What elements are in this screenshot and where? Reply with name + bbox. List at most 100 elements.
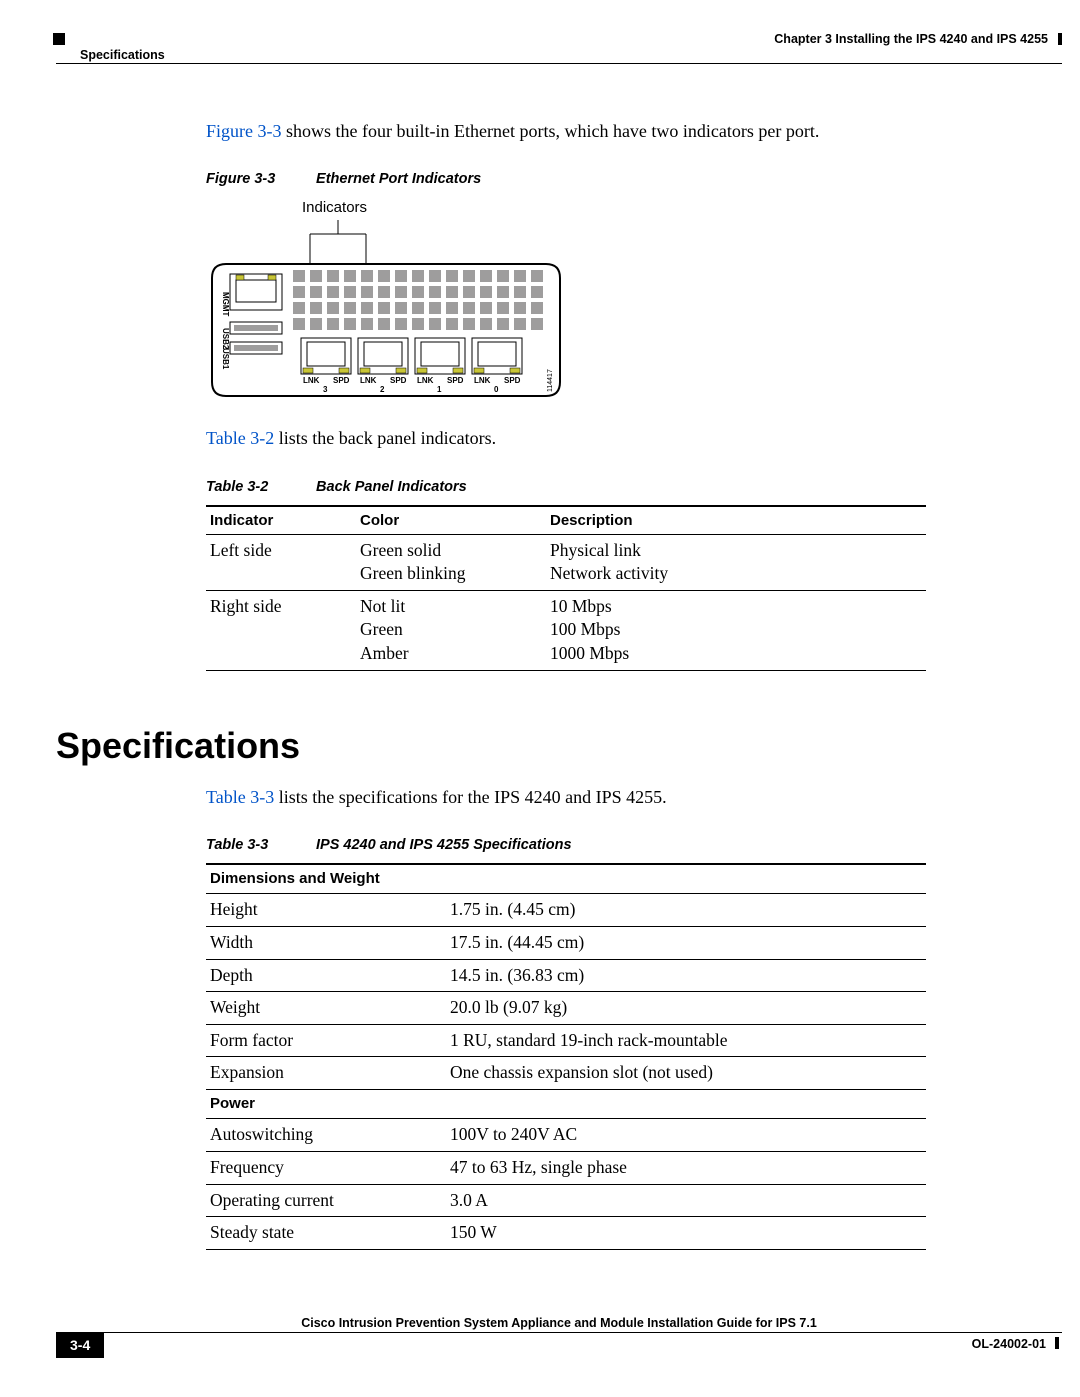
figure-3-3-intro-rest: shows the four built-in Ethernet ports, … <box>282 121 820 141</box>
footer-title: Cisco Intrusion Prevention System Applia… <box>56 1316 1062 1332</box>
svg-text:2: 2 <box>380 385 385 394</box>
table-cell: One chassis expansion slot (not used) <box>446 1057 926 1090</box>
svg-text:SPD: SPD <box>447 376 464 385</box>
content-area: Figure 3-3 shows the four built-in Ether… <box>206 119 926 1250</box>
table-3-3-num: Table 3-3 <box>206 837 312 853</box>
page-footer: Cisco Intrusion Prevention System Applia… <box>56 1316 1062 1360</box>
table-row: Autoswitching100V to 240V AC <box>206 1119 926 1152</box>
table-cell: Green solidGreen blinking <box>356 534 546 590</box>
table-cell: Expansion <box>206 1057 446 1090</box>
table-cell: 17.5 in. (44.45 cm) <box>446 926 926 959</box>
page: Specifications Chapter 3 Installing the … <box>56 34 1062 1250</box>
figure-3-3-title: Ethernet Port Indicators <box>316 171 481 187</box>
page-header: Specifications Chapter 3 Installing the … <box>56 34 1062 64</box>
table-3-3: Dimensions and WeightHeight1.75 in. (4.4… <box>206 863 926 1250</box>
table-header: Description <box>546 506 926 535</box>
table-cell: Steady state <box>206 1217 446 1250</box>
svg-text:USB2: USB2 <box>221 328 230 350</box>
table-section-header: Power <box>206 1090 446 1119</box>
svg-text:MGMT: MGMT <box>221 292 230 317</box>
table-section-header: Dimensions and Weight <box>206 865 446 894</box>
svg-text:SPD: SPD <box>333 376 350 385</box>
table-cell: 14.5 in. (36.83 cm) <box>446 959 926 992</box>
table-cell: Not litGreenAmber <box>356 590 546 670</box>
table-cell: Frequency <box>206 1151 446 1184</box>
header-marker-icon <box>53 33 65 45</box>
table-row: ExpansionOne chassis expansion slot (not… <box>206 1057 926 1090</box>
table-cell: 1.75 in. (4.45 cm) <box>446 894 926 927</box>
table-row: Form factor1 RU, standard 19-inch rack-m… <box>206 1024 926 1057</box>
table-cell: 1 RU, standard 19-inch rack-mountable <box>446 1024 926 1057</box>
table-cell: 3.0 A <box>446 1184 926 1217</box>
table-cell: Autoswitching <box>206 1119 446 1152</box>
svg-text:SPD: SPD <box>390 376 407 385</box>
table-cell: 47 to 63 Hz, single phase <box>446 1151 926 1184</box>
ethernet-ports-diagram: MGMT USB2 USB1 <box>206 220 566 400</box>
table-3-3-caption: Table 3-3 IPS 4240 and IPS 4255 Specific… <box>206 837 926 853</box>
table-header: Indicator <box>206 506 356 535</box>
header-section: Specifications <box>80 48 165 62</box>
table-cell: 20.0 lb (9.07 kg) <box>446 992 926 1025</box>
table-row: Steady state150 W <box>206 1217 926 1250</box>
table-section-row: Dimensions and Weight <box>206 865 926 894</box>
table-row: Left sideGreen solidGreen blinkingPhysic… <box>206 534 926 590</box>
table-cell: Width <box>206 926 446 959</box>
table-cell <box>446 1090 926 1119</box>
figure-3-3-intro: Figure 3-3 shows the four built-in Ether… <box>206 119 926 143</box>
svg-text:LNK: LNK <box>417 376 434 385</box>
table-row: Operating current3.0 A <box>206 1184 926 1217</box>
table-cell: Form factor <box>206 1024 446 1057</box>
table-row: Frequency47 to 63 Hz, single phase <box>206 1151 926 1184</box>
table-cell: 150 W <box>446 1217 926 1250</box>
header-chapter: Chapter 3 Installing the IPS 4240 and IP… <box>774 32 1048 46</box>
table-header: Color <box>356 506 546 535</box>
svg-text:SPD: SPD <box>504 376 521 385</box>
indicators-label: Indicators <box>302 199 926 216</box>
svg-text:LNK: LNK <box>303 376 320 385</box>
table-cell: Right side <box>206 590 356 670</box>
table-cell: 10 Mbps100 Mbps1000 Mbps <box>546 590 926 670</box>
doc-id: OL-24002-01 <box>972 1337 1046 1351</box>
figure-3-3-num: Figure 3-3 <box>206 171 312 187</box>
svg-text:0: 0 <box>494 385 499 394</box>
table-row: Depth14.5 in. (36.83 cm) <box>206 959 926 992</box>
svg-text:LNK: LNK <box>474 376 491 385</box>
figure-part-number: 114417 <box>547 369 554 392</box>
svg-text:1: 1 <box>437 385 442 394</box>
table-3-2-intro-rest: lists the back panel indicators. <box>274 428 496 448</box>
table-section-row: Power <box>206 1090 926 1119</box>
table-row: Width17.5 in. (44.45 cm) <box>206 926 926 959</box>
table-cell: Physical linkNetwork activity <box>546 534 926 590</box>
table-cell: 100V to 240V AC <box>446 1119 926 1152</box>
table-3-3-ref[interactable]: Table 3-3 <box>206 787 274 807</box>
table-row: Right sideNot litGreenAmber10 Mbps100 Mb… <box>206 590 926 670</box>
table-3-2-caption: Table 3-2 Back Panel Indicators <box>206 479 926 495</box>
table-3-3-intro-rest: lists the specifications for the IPS 424… <box>274 787 666 807</box>
page-number: 3-4 <box>56 1333 104 1358</box>
table-3-3-title: IPS 4240 and IPS 4255 Specifications <box>316 837 572 853</box>
header-edge-icon <box>1058 33 1062 45</box>
table-cell <box>446 865 926 894</box>
svg-text:USB1: USB1 <box>221 348 230 370</box>
svg-text:LNK: LNK <box>360 376 377 385</box>
table-cell: Weight <box>206 992 446 1025</box>
figure-3-3-caption: Figure 3-3 Ethernet Port Indicators <box>206 171 926 187</box>
table-row: Height1.75 in. (4.45 cm) <box>206 894 926 927</box>
table-cell: Operating current <box>206 1184 446 1217</box>
table-3-2-ref[interactable]: Table 3-2 <box>206 428 274 448</box>
table-3-2: IndicatorColorDescriptionLeft sideGreen … <box>206 505 926 671</box>
specifications-heading: Specifications <box>56 725 926 767</box>
svg-text:3: 3 <box>323 385 328 394</box>
table-cell: Height <box>206 894 446 927</box>
figure-3-3: Indicators <box>206 199 926 400</box>
table-cell: Depth <box>206 959 446 992</box>
table-cell: Left side <box>206 534 356 590</box>
figure-3-3-ref[interactable]: Figure 3-3 <box>206 121 282 141</box>
table-3-2-num: Table 3-2 <box>206 479 312 495</box>
table-3-3-intro: Table 3-3 lists the specifications for t… <box>206 785 926 809</box>
table-row: Weight20.0 lb (9.07 kg) <box>206 992 926 1025</box>
table-3-2-intro: Table 3-2 lists the back panel indicator… <box>206 426 926 450</box>
table-3-2-title: Back Panel Indicators <box>316 479 467 495</box>
footer-edge-icon <box>1055 1337 1059 1349</box>
footer-bar: 3-4 OL-24002-01 <box>56 1332 1062 1360</box>
